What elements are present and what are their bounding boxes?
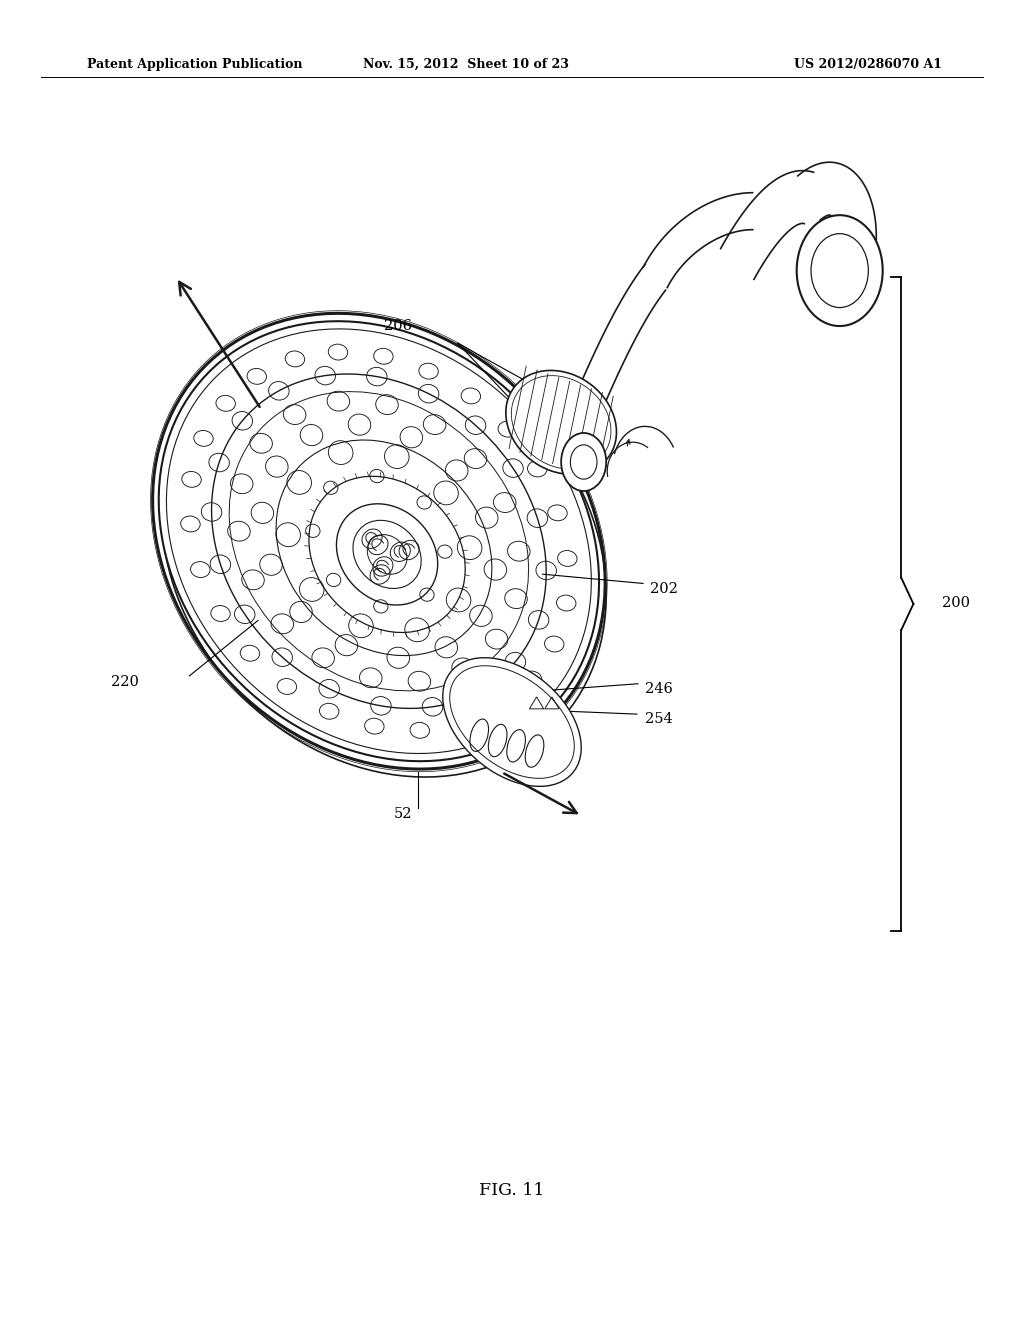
Text: 220: 220 <box>111 676 138 689</box>
Text: Patent Application Publication: Patent Application Publication <box>87 58 302 71</box>
Ellipse shape <box>797 215 883 326</box>
Text: 52: 52 <box>394 808 413 821</box>
Text: 254: 254 <box>645 713 673 726</box>
Ellipse shape <box>159 321 599 762</box>
Ellipse shape <box>151 310 607 772</box>
Text: 200: 200 <box>942 597 970 610</box>
Ellipse shape <box>561 433 606 491</box>
Ellipse shape <box>153 313 605 770</box>
Text: FIG. 11: FIG. 11 <box>479 1183 545 1199</box>
Ellipse shape <box>442 657 582 787</box>
Text: US 2012/0286070 A1: US 2012/0286070 A1 <box>794 58 942 71</box>
Ellipse shape <box>337 504 437 605</box>
Text: 246: 246 <box>645 682 673 696</box>
Ellipse shape <box>506 371 616 474</box>
Text: Nov. 15, 2012  Sheet 10 of 23: Nov. 15, 2012 Sheet 10 of 23 <box>362 58 569 71</box>
Text: 202: 202 <box>650 582 678 595</box>
Text: 206: 206 <box>384 319 412 333</box>
